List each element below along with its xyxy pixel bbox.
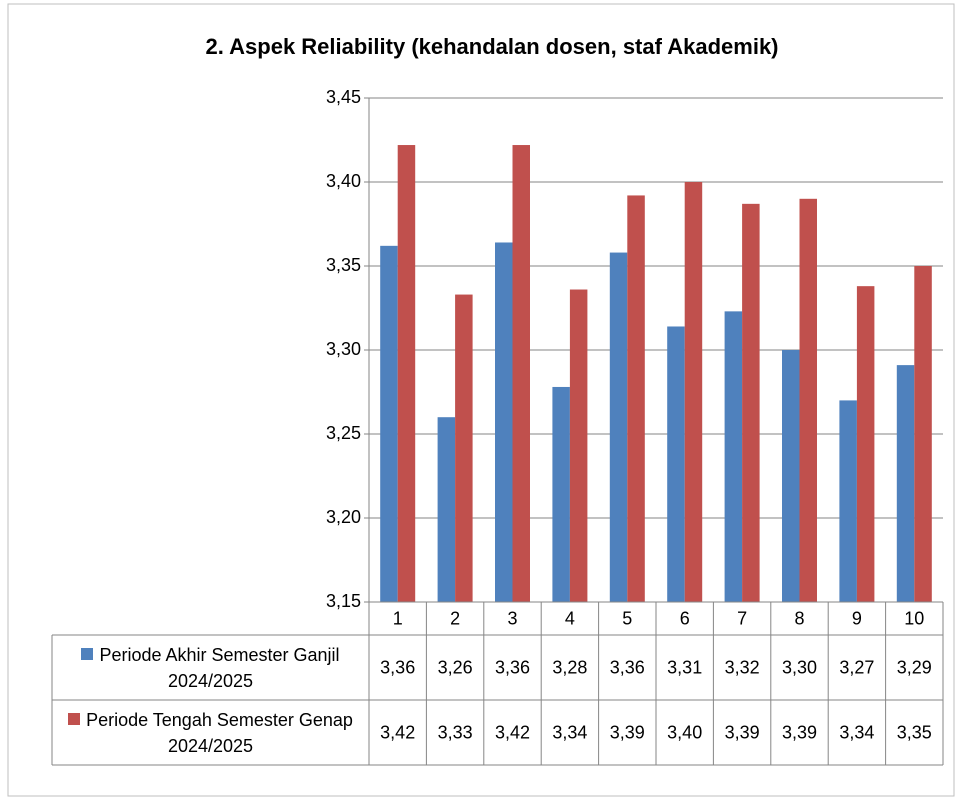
table-value: 3,33 [438, 722, 473, 742]
x-tick-label: 10 [904, 608, 924, 628]
legend-swatch [68, 712, 81, 725]
table-value: 3,40 [667, 722, 702, 742]
bar [856, 286, 875, 602]
bar [569, 289, 588, 602]
bar [724, 311, 743, 602]
x-tick-label: 7 [737, 608, 747, 628]
bar [512, 145, 530, 603]
table-value: 3,39 [782, 722, 817, 742]
y-tick-label: 3,40 [326, 171, 361, 191]
y-tick-label: 3,15 [326, 591, 361, 611]
y-tick-label: 3,20 [326, 507, 361, 527]
table-value: 3,26 [438, 657, 473, 677]
bar [914, 266, 932, 602]
y-tick-label: 3,30 [326, 339, 361, 359]
table-value: 3,42 [495, 722, 530, 742]
table-value: 3,27 [839, 657, 874, 677]
x-tick-label: 3 [507, 608, 517, 628]
y-tick-label: 3,35 [326, 255, 361, 275]
x-tick-label: 4 [565, 608, 575, 628]
bar [896, 365, 915, 602]
table-value: 3,34 [552, 722, 587, 742]
table-value: 3,34 [839, 722, 874, 742]
x-tick-label: 2 [450, 608, 460, 628]
x-tick-label: 5 [622, 608, 632, 628]
table-value: 3,29 [897, 657, 932, 677]
table-value: 3,30 [782, 657, 817, 677]
chart-border [7, 3, 955, 797]
bar [552, 386, 570, 602]
table-value: 3,39 [610, 722, 645, 742]
bar [380, 245, 398, 602]
table-value: 3,36 [380, 657, 415, 677]
legend-label: Periode Tengah Semester Genap 2024/2025 [86, 709, 353, 756]
x-tick-label: 6 [680, 608, 690, 628]
bar [627, 195, 645, 602]
bar [455, 294, 473, 602]
bar [437, 417, 456, 602]
y-tick-label: 3,45 [326, 87, 361, 107]
bar [684, 182, 703, 602]
bar [609, 252, 628, 602]
legend-content: Periode Akhir Semester Ganjil 2024/2025 [56, 642, 365, 694]
x-tick-label: 1 [393, 608, 403, 628]
x-tick-label: 8 [794, 608, 804, 628]
bar [839, 400, 857, 602]
table-value: 3,28 [552, 657, 587, 677]
table-value: 3,35 [897, 722, 932, 742]
table-value: 3,36 [610, 657, 645, 677]
table-value: 3,36 [495, 657, 530, 677]
bar [397, 145, 416, 603]
bar [799, 198, 817, 603]
table-value: 3,42 [380, 722, 415, 742]
x-tick-label: 9 [852, 608, 862, 628]
legend-content: Periode Tengah Semester Genap 2024/2025 [56, 707, 365, 759]
legend-entry: Periode Tengah Semester Genap 2024/2025 [56, 700, 365, 765]
bar [782, 350, 800, 602]
legend-swatch [81, 647, 94, 660]
chart-title: 2. Aspek Reliability (kehandalan dosen, … [206, 34, 779, 59]
table-value: 3,31 [667, 657, 702, 677]
bar [667, 326, 685, 602]
table-value: 3,39 [725, 722, 760, 742]
bar [495, 242, 513, 603]
y-tick-label: 3,25 [326, 423, 361, 443]
table-value: 3,32 [725, 657, 760, 677]
legend-label: Periode Akhir Semester Ganjil 2024/2025 [99, 644, 340, 691]
legend-entry: Periode Akhir Semester Ganjil 2024/2025 [56, 635, 365, 700]
bar [742, 203, 760, 602]
